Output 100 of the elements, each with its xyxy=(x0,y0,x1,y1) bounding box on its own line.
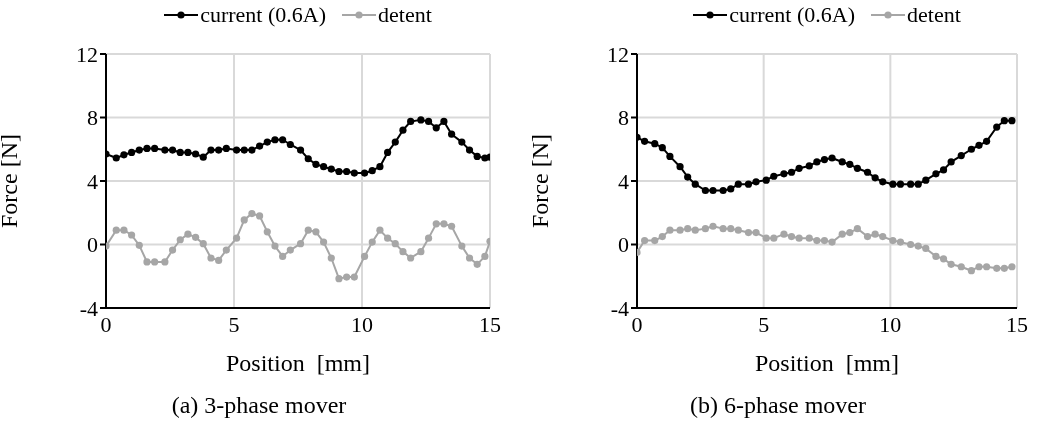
point xyxy=(820,236,829,245)
point xyxy=(993,123,1001,131)
point xyxy=(813,158,821,166)
point xyxy=(780,170,788,178)
point xyxy=(666,226,674,234)
point xyxy=(176,236,184,244)
point xyxy=(744,228,753,237)
point xyxy=(168,146,177,154)
y-tick-label: 12 xyxy=(607,41,629,67)
point xyxy=(727,225,735,233)
x-axis-title: Position [mm] xyxy=(225,350,371,377)
point xyxy=(176,148,184,157)
point xyxy=(871,230,879,238)
point xyxy=(770,172,778,180)
y-axis-title: Force [N] xyxy=(0,134,22,228)
point xyxy=(128,231,136,239)
point xyxy=(846,228,854,237)
point xyxy=(889,236,897,245)
point xyxy=(432,124,440,132)
point xyxy=(399,126,407,134)
point xyxy=(838,230,846,238)
point xyxy=(128,148,136,157)
point xyxy=(762,176,770,184)
point xyxy=(360,252,369,261)
legend-label: detent xyxy=(906,2,961,28)
point xyxy=(448,130,456,138)
point xyxy=(192,150,200,158)
y-tick-label: 4 xyxy=(618,168,629,194)
point xyxy=(448,222,456,230)
point xyxy=(939,166,948,174)
point xyxy=(889,180,897,188)
point xyxy=(384,148,392,157)
point xyxy=(465,146,474,154)
point xyxy=(863,232,872,241)
point xyxy=(719,186,727,195)
point xyxy=(161,146,169,154)
point xyxy=(296,146,305,154)
point xyxy=(320,238,328,246)
point xyxy=(853,164,861,172)
point xyxy=(360,169,369,177)
y-tick-label: 0 xyxy=(87,232,98,258)
legend-label: current (0.6A) xyxy=(199,2,327,28)
point xyxy=(879,232,887,241)
point xyxy=(752,228,760,237)
point xyxy=(828,154,836,162)
point xyxy=(820,155,829,164)
point xyxy=(335,275,343,283)
point xyxy=(805,234,813,242)
point xyxy=(734,226,742,234)
point xyxy=(1000,117,1008,125)
y-tick-label: 0 xyxy=(618,232,629,258)
point xyxy=(304,155,312,163)
point xyxy=(684,173,692,181)
point xyxy=(744,180,753,188)
point xyxy=(304,226,312,234)
legend-label: detent xyxy=(377,2,432,28)
point xyxy=(112,154,120,162)
point xyxy=(932,252,940,261)
point xyxy=(780,230,788,238)
point xyxy=(286,140,294,149)
point xyxy=(939,255,948,263)
point xyxy=(853,225,861,233)
point xyxy=(1000,264,1008,272)
point xyxy=(770,234,778,242)
point xyxy=(957,263,965,271)
point xyxy=(983,137,991,145)
point xyxy=(709,186,717,195)
point xyxy=(719,225,727,233)
point xyxy=(384,234,392,242)
point xyxy=(391,240,399,248)
point xyxy=(256,142,264,150)
point xyxy=(120,226,128,234)
point xyxy=(473,152,481,160)
point xyxy=(240,216,248,224)
point xyxy=(465,254,474,262)
point xyxy=(184,230,192,238)
x-tick-label: 10 xyxy=(879,311,902,337)
point xyxy=(263,228,271,236)
point xyxy=(120,151,128,159)
point xyxy=(907,180,915,188)
point xyxy=(983,263,991,271)
point xyxy=(279,136,287,144)
point xyxy=(805,162,813,170)
text: (a) 3-phase mover xyxy=(170,392,348,419)
point xyxy=(947,158,955,166)
point xyxy=(967,145,975,153)
point xyxy=(691,180,699,188)
point xyxy=(215,146,223,154)
y-tick-label: 12 xyxy=(76,41,98,67)
point xyxy=(734,180,742,188)
point xyxy=(232,146,241,154)
point xyxy=(207,146,215,154)
point xyxy=(932,170,940,178)
point xyxy=(641,137,649,145)
point xyxy=(192,233,200,241)
point xyxy=(795,234,803,242)
point xyxy=(651,236,659,245)
point xyxy=(838,158,846,166)
x-tick-label: 5 xyxy=(758,311,770,337)
point xyxy=(424,234,433,242)
